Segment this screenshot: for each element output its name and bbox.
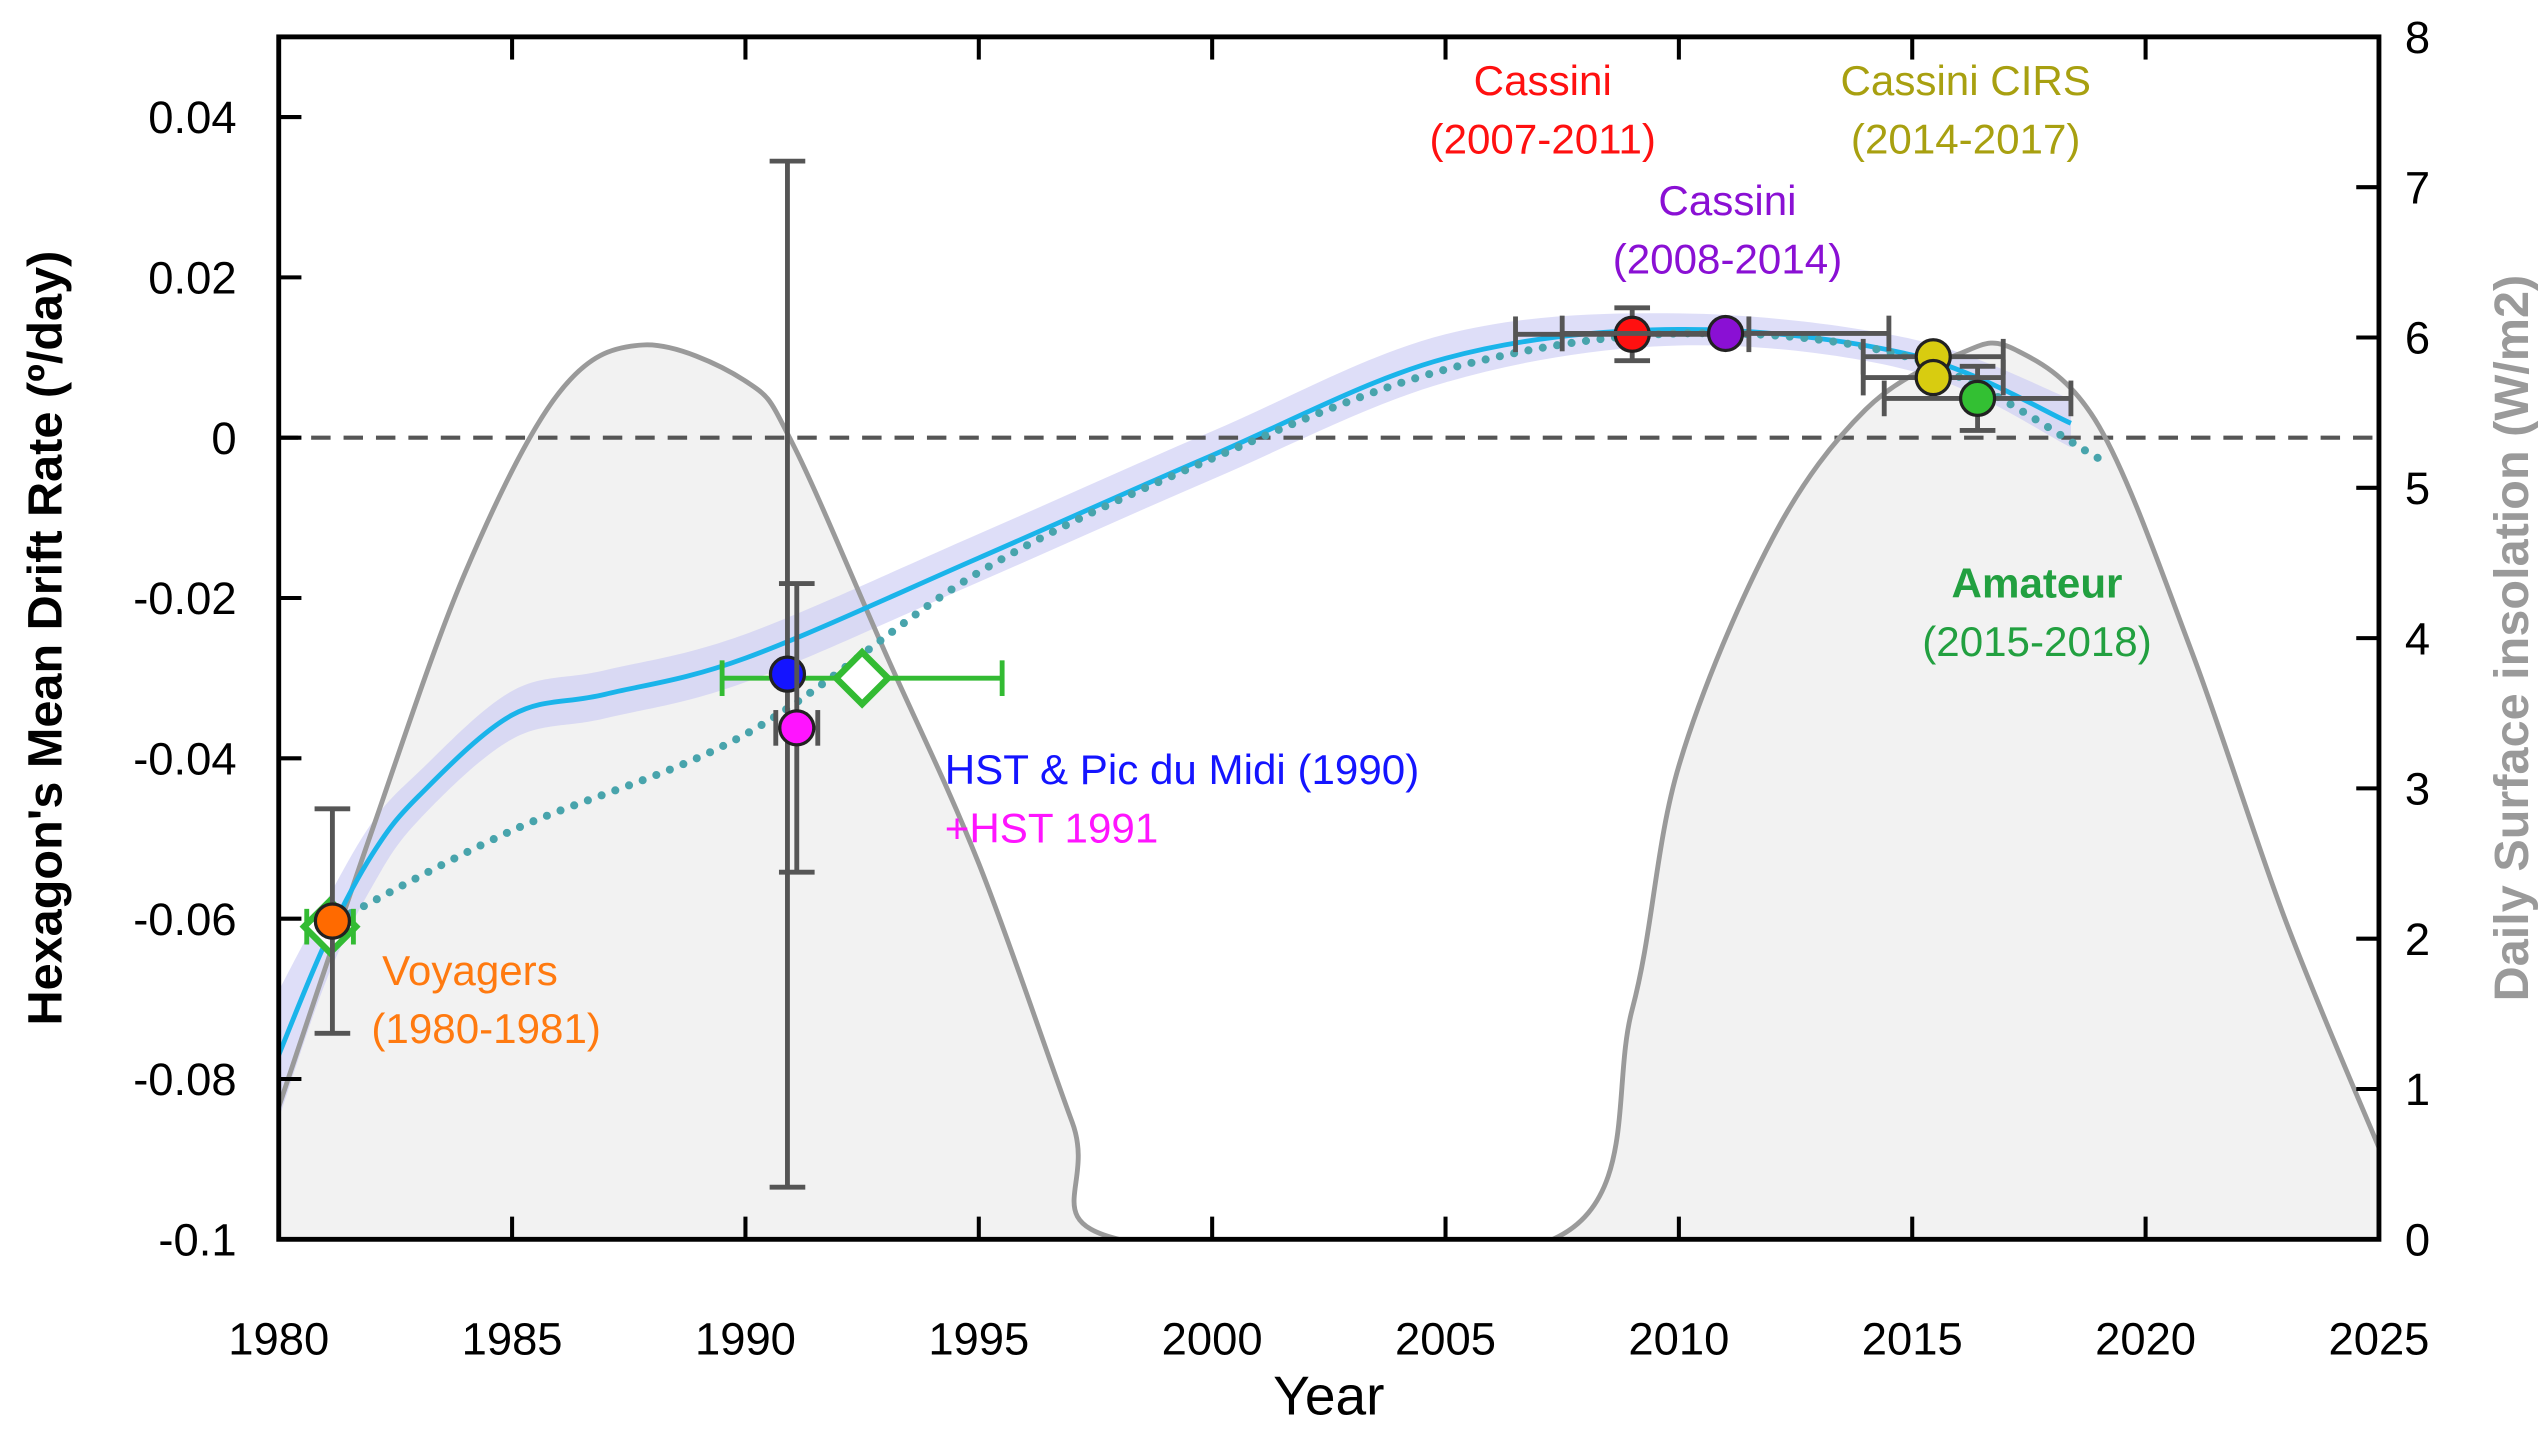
plot-area: [278, 313, 2379, 1240]
annotation: (2007-2011): [1430, 116, 1656, 163]
annotation: HST & Pic du Midi (1990): [945, 746, 1419, 793]
model-line: [321, 329, 2103, 931]
x-tick-label: 2015: [1862, 1313, 1963, 1364]
point-marker: [1914, 358, 1952, 397]
x-tick-label: 1990: [695, 1313, 796, 1364]
point-marker: [1706, 314, 1745, 353]
y2-tick-label: 2: [2405, 914, 2430, 965]
y2-axis-title: Daily Surface insolation (W/m2): [2485, 275, 2539, 1002]
annotation: Cassini: [1658, 177, 1796, 224]
y-tick-label: -0.04: [133, 734, 236, 785]
y-tick-label: -0.1: [158, 1215, 236, 1266]
point-marker: [313, 902, 352, 940]
annotation: +HST 1991: [945, 804, 1159, 851]
y2-tick-label: 5: [2405, 463, 2430, 514]
annotation: Cassini: [1474, 57, 1612, 104]
y2-tick-label: 1: [2405, 1064, 2430, 1115]
annotation: (2008-2014): [1613, 235, 1843, 282]
insolation-line: [278, 340, 2379, 1240]
x-tick-label: 1980: [228, 1313, 329, 1364]
diamond-marker: [831, 647, 893, 709]
x-tick-label: 2005: [1395, 1313, 1496, 1364]
x-tick-label: 2010: [1628, 1313, 1729, 1364]
y-tick-label: -0.08: [133, 1054, 236, 1105]
y2-tick-label: 0: [2405, 1215, 2430, 1266]
annotation: (1980-1981): [371, 1005, 601, 1052]
x-tick-label: 1985: [462, 1313, 563, 1364]
x-tick-label: 2000: [1162, 1313, 1263, 1364]
point-marker: [768, 655, 807, 693]
y-axis-title: Hexagon's Mean Drift Rate (º/day): [19, 251, 73, 1026]
plot-frame: [276, 34, 2382, 1242]
y-tick-label: -0.02: [133, 573, 236, 624]
y-tick-label: 0: [211, 413, 236, 464]
annotation: (2014-2017): [1851, 116, 2081, 163]
y-tick-label: 0.02: [148, 253, 236, 304]
y2-tick-label: 4: [2405, 613, 2430, 664]
insolation-area: [278, 343, 2379, 1240]
point-marker: [778, 709, 816, 747]
x-tick-label: 2025: [2328, 1313, 2429, 1364]
x-tick-label: 2020: [2095, 1313, 2196, 1364]
y2-tick-label: 3: [2405, 764, 2430, 815]
annotation: (2015-2018): [1922, 618, 2152, 665]
y-tick-label: 0.04: [148, 92, 236, 143]
annotation: Cassini CIRS: [1840, 57, 2090, 104]
x-axis-title: Year: [1273, 1364, 1384, 1426]
annotation: Amateur: [1952, 560, 2123, 607]
y2-tick-label: 6: [2405, 313, 2430, 364]
annotation: Voyagers: [382, 947, 558, 994]
y-tick-label: -0.06: [133, 894, 236, 945]
x-tick-label: 1995: [928, 1313, 1029, 1364]
y2-tick-label: 8: [2405, 12, 2430, 63]
point-marker: [1958, 379, 1997, 418]
y2-tick-label: 7: [2405, 162, 2430, 213]
